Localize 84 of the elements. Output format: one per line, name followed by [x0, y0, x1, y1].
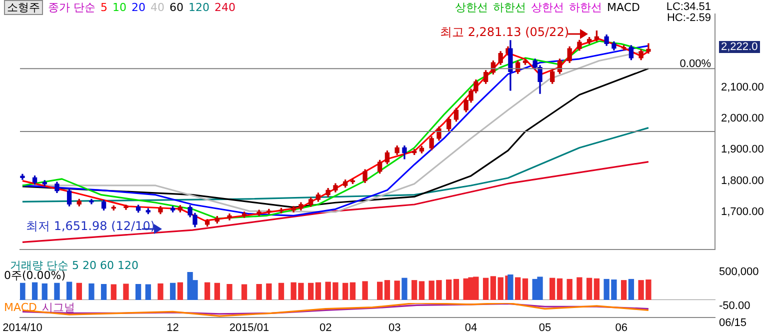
bar: [315, 282, 322, 300]
bar: [100, 284, 107, 300]
y-tick-label: 2,100.00: [721, 81, 764, 94]
bar: [490, 276, 496, 300]
x-tick-label: 12: [166, 322, 179, 332]
x-tick-label: 06: [615, 322, 628, 332]
bar: [342, 282, 348, 300]
bar: [278, 282, 284, 300]
annotation: 최고 2,281.13 (05/22): [440, 25, 570, 39]
annotation: 0.00%: [680, 58, 711, 70]
y-tick-label: 1,900.00: [721, 144, 764, 156]
bar: [576, 277, 582, 300]
bar: [256, 284, 262, 300]
bar: [402, 278, 408, 300]
bar: [42, 283, 48, 300]
bar: [498, 277, 504, 300]
bar: [54, 282, 60, 300]
bar: [123, 284, 129, 300]
series-label: 시그널: [42, 301, 75, 314]
y-tick-label: 2,000.00: [721, 112, 764, 124]
bar: [145, 284, 151, 300]
bar: [522, 278, 528, 300]
text: 06/15: [719, 317, 747, 329]
bar: [556, 278, 563, 300]
bar: [204, 282, 210, 300]
x-tick-label: 05: [538, 322, 552, 332]
bar: [566, 278, 572, 300]
annotation: 최저 1,651.98 (12/10): [26, 219, 156, 233]
annotation: 상한선 하한선 상한선 하한선 MACD: [455, 1, 640, 14]
bar: [594, 278, 600, 300]
bar: [20, 282, 26, 300]
text: 240: [214, 1, 236, 14]
text: -50.00: [719, 300, 750, 312]
text: 10: [112, 1, 126, 14]
bar: [32, 282, 38, 300]
bar: [241, 284, 248, 300]
bar: [628, 278, 634, 300]
bar: [376, 282, 383, 300]
text: 2,222.0: [719, 41, 760, 53]
bar: [508, 274, 514, 300]
bar: [550, 278, 556, 300]
text: 5: [100, 1, 108, 14]
bar: [350, 282, 356, 300]
bar: [66, 282, 72, 300]
text: 20: [132, 1, 146, 14]
text: LC:34.51: [666, 1, 711, 13]
legend-title: 종가 단순: [48, 1, 96, 14]
bar: [88, 283, 94, 300]
annotation: 0주(0.00%): [4, 269, 66, 282]
bar: [170, 282, 176, 300]
bar: [226, 284, 232, 300]
bar: [110, 284, 116, 300]
bar: [266, 283, 272, 300]
bar: [308, 282, 314, 300]
bar: [394, 280, 400, 300]
annotation: HC:-2.59: [666, 12, 711, 24]
bar: [453, 278, 460, 300]
bar: [384, 280, 390, 300]
x-tick-label: 02: [319, 322, 332, 332]
bar: [418, 281, 425, 300]
text: 60: [170, 1, 184, 14]
y-tick-label: 1,800.00: [721, 174, 764, 187]
bar: [214, 282, 220, 300]
bar: [482, 278, 489, 300]
text: 40: [150, 1, 164, 14]
bar: [76, 282, 82, 300]
bar: [586, 278, 592, 300]
bar: [177, 282, 184, 300]
chart-title: 소형주: [4, 0, 43, 15]
bar: [620, 280, 627, 300]
bar: [362, 281, 368, 300]
bar: [411, 280, 418, 300]
x-tick-label: 04: [464, 322, 478, 332]
bar: [515, 277, 521, 300]
bar: [135, 284, 142, 300]
x-tick-label: 2014/10: [2, 322, 42, 332]
bar: [158, 283, 164, 300]
text: 120: [188, 1, 210, 14]
bar: [446, 280, 452, 300]
x-tick-label: 03: [388, 322, 401, 332]
text: 500,000: [719, 266, 759, 278]
x-tick-label: 2015/01: [229, 322, 270, 332]
annotation: 거래량 단순 5 20 60 120: [10, 259, 138, 272]
y-tick-label: 1,700.00: [721, 206, 764, 218]
